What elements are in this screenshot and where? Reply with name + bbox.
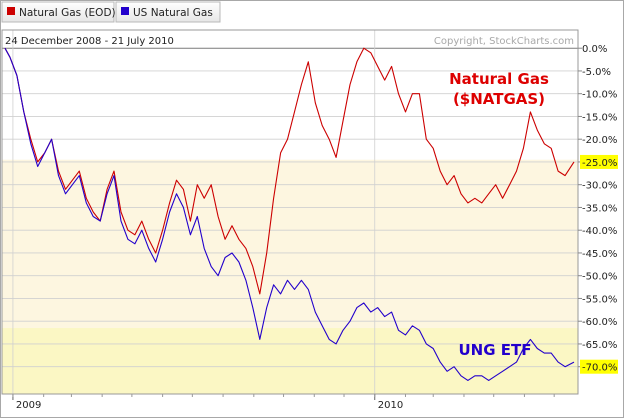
grid	[2, 30, 578, 394]
x-axis-ticks: 2009 2010	[12, 394, 555, 411]
y-tick-label: -50.0%	[582, 272, 617, 283]
y-tick-label: -15.0%	[582, 112, 617, 123]
x-tick-label: 2009	[16, 400, 41, 411]
y-tick-label: -25.0%	[582, 158, 617, 169]
annotation-natural-gas: Natural Gas	[449, 70, 549, 88]
y-tick-label: -5.0%	[582, 67, 611, 78]
series-line-natural-gas	[4, 47, 575, 295]
y-tick-label: -55.0%	[582, 294, 617, 305]
date-range-text: 24 December 2008 - 21 July 2010	[5, 36, 174, 47]
series-line-us-natural-gas	[4, 47, 575, 381]
legend-label-us-natural-gas: US Natural Gas	[133, 7, 213, 19]
y-tick-label: -20.0%	[582, 135, 617, 146]
y-tick-label: -60.0%	[582, 317, 617, 328]
y-tick-highlight	[580, 359, 618, 374]
copyright-text: Copyright, StockCharts.com	[434, 36, 574, 47]
legend-swatch-red	[7, 7, 15, 15]
band-mid	[2, 159, 578, 329]
legend-label-natural-gas-eod: Natural Gas (EOD)	[19, 7, 116, 19]
legend-item-natural-gas-eod[interactable]: Natural Gas (EOD)	[1, 1, 116, 23]
legend-tab	[115, 1, 221, 23]
y-axis-ticks: 0.0% -5.0% -10.0% -15.0% -20.0% -25.0% -30.0% -…	[578, 44, 618, 374]
y-tick-label: -45.0%	[582, 249, 617, 260]
y-tick-label: -10.0%	[582, 90, 617, 101]
y-tick-highlight	[580, 154, 618, 169]
y-tick-label: -70.0%	[582, 363, 617, 374]
legend-item-us-natural-gas[interactable]: US Natural Gas	[115, 1, 221, 23]
highlight-bands	[2, 159, 578, 394]
band-low	[2, 328, 578, 394]
series-layer	[4, 47, 575, 381]
x-tick-label: 2010	[378, 400, 403, 411]
y-tick-label: -40.0%	[582, 226, 617, 237]
y-tick-label: -35.0%	[582, 203, 617, 214]
y-tick-label: -65.0%	[582, 340, 617, 351]
plot-border	[1, 29, 579, 395]
legend: Natural Gas (EOD) US Natural Gas	[1, 1, 221, 23]
legend-tab	[1, 1, 115, 23]
y-tick-label: 0.0%	[582, 44, 607, 55]
y-tick-label: -30.0%	[582, 181, 617, 192]
annotation-ung-etf: UNG ETF	[459, 341, 532, 359]
annotation-natgas-symbol: ($NATGAS)	[453, 90, 545, 108]
legend-swatch-blue	[121, 7, 129, 15]
